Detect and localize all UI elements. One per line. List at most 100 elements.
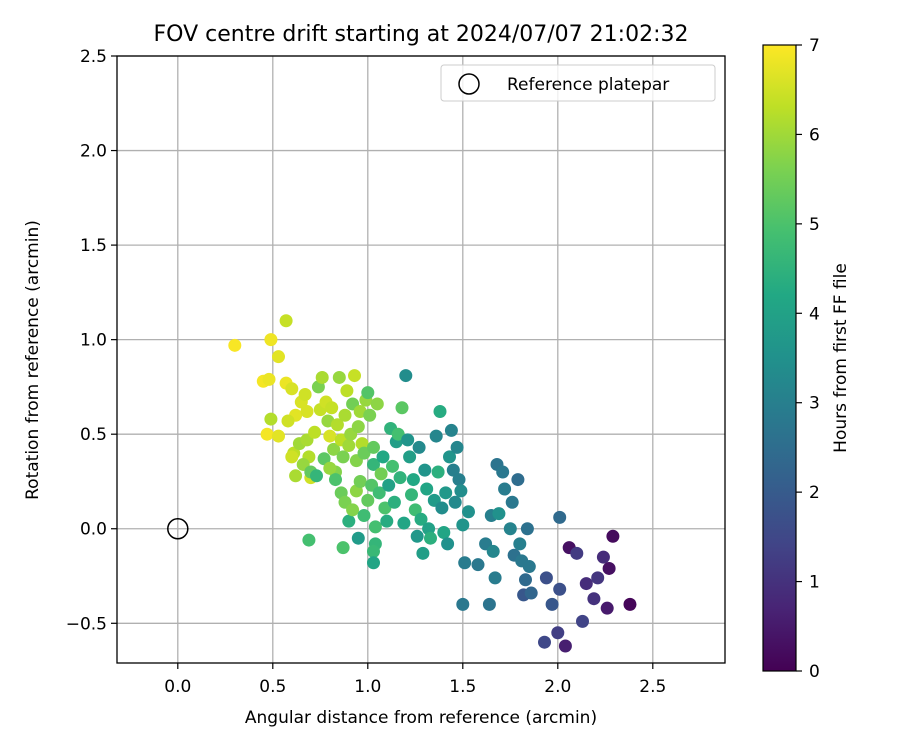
data-point <box>424 531 437 545</box>
data-point <box>374 467 388 481</box>
data-point <box>330 418 344 432</box>
y-tick-label: 2.0 <box>80 142 107 162</box>
y-tick-label: 1.0 <box>80 331 107 351</box>
data-point <box>450 440 464 454</box>
data-point <box>522 560 536 574</box>
data-point <box>431 465 445 479</box>
data-point <box>503 522 517 536</box>
data-point <box>412 440 426 454</box>
data-point <box>386 459 399 473</box>
x-axis-ticks: 0.0 0.5 1.0 1.5 2.0 2.5 <box>164 663 666 697</box>
colorbar-ticks: 0 1 2 3 4 5 6 7 <box>796 36 820 682</box>
data-point <box>596 550 610 564</box>
data-point <box>370 397 384 411</box>
data-point <box>279 314 293 328</box>
data-point <box>482 597 496 611</box>
data-point <box>391 427 405 441</box>
x-tick-label: 2.5 <box>639 677 666 697</box>
data-point <box>372 486 386 500</box>
data-point <box>591 571 605 585</box>
data-point <box>363 408 377 422</box>
colorbar-tick-label: 5 <box>809 215 820 235</box>
data-point <box>361 386 375 400</box>
data-point <box>380 514 394 528</box>
data-point <box>357 446 371 460</box>
data-point <box>513 537 527 551</box>
data-point <box>486 544 500 558</box>
plot-frame <box>116 55 726 664</box>
chart-title: FOV centre drift starting at 2024/07/07 … <box>154 22 689 47</box>
x-tick-label: 1.0 <box>354 677 381 697</box>
data-point <box>281 414 295 428</box>
data-point <box>272 429 285 443</box>
data-point <box>410 529 424 543</box>
y-tick-label: 0.0 <box>80 520 107 540</box>
data-point <box>406 473 420 487</box>
reference-platepar-marker <box>167 517 189 540</box>
data-point <box>382 478 396 492</box>
y-axis-label: Rotation from reference (arcmin) <box>23 220 43 500</box>
data-point <box>393 471 407 485</box>
data-point <box>511 473 525 487</box>
colorbar-tick-label: 1 <box>809 573 820 593</box>
data-point <box>357 509 371 523</box>
data-point <box>317 452 331 466</box>
data-point <box>471 558 485 572</box>
data-point <box>367 440 380 454</box>
data-point <box>262 372 276 386</box>
data-point <box>272 350 285 364</box>
data-point <box>228 338 242 352</box>
data-point <box>462 505 475 519</box>
data-point <box>367 457 380 471</box>
data-point <box>458 556 472 570</box>
data-point <box>348 369 361 383</box>
data-point <box>570 546 584 560</box>
data-point <box>439 486 453 500</box>
data-point <box>456 597 470 611</box>
data-point <box>289 469 303 483</box>
legend-box <box>440 64 716 102</box>
data-point <box>443 450 456 464</box>
data-point <box>496 465 510 479</box>
legend-label: Reference platepar <box>507 75 669 95</box>
data-point <box>308 425 322 439</box>
data-point <box>444 423 458 437</box>
data-point <box>538 635 551 649</box>
data-point <box>315 370 329 384</box>
colorbar: 0 1 2 3 4 5 6 7 Hours from first FF file <box>762 36 851 682</box>
data-point <box>367 544 380 558</box>
y-tick-label: −0.5 <box>66 614 107 634</box>
data-point <box>342 514 356 528</box>
data-point <box>264 333 278 347</box>
data-point <box>418 463 432 477</box>
data-point <box>446 463 460 477</box>
data-point <box>332 370 346 384</box>
data-point <box>600 601 614 615</box>
data-point <box>351 420 365 434</box>
data-point <box>602 561 616 575</box>
data-point <box>376 450 390 464</box>
y-tick-label: 2.5 <box>80 47 107 67</box>
data-points <box>228 314 637 653</box>
colorbar-label: Hours from first FF file <box>831 263 851 453</box>
data-point <box>399 369 413 383</box>
data-point <box>539 571 553 585</box>
data-point <box>519 573 532 587</box>
data-point <box>437 526 451 540</box>
data-point <box>420 482 434 496</box>
x-tick-label: 0.5 <box>259 677 286 697</box>
data-point <box>367 556 380 570</box>
legend-marker-icon <box>458 73 480 95</box>
data-point <box>448 495 462 509</box>
data-point <box>623 597 637 611</box>
x-tick-label: 2.0 <box>544 677 571 697</box>
colorbar-tick-label: 2 <box>809 483 820 503</box>
x-tick-label: 0.0 <box>164 677 191 697</box>
data-point <box>433 405 447 419</box>
data-point <box>387 495 401 509</box>
data-point <box>285 450 299 464</box>
data-point <box>558 639 572 653</box>
data-point <box>545 597 559 611</box>
